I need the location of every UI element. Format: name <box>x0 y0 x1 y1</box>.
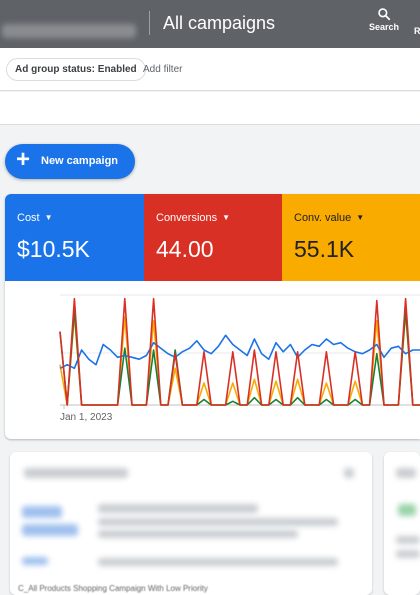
metric-cost-value: $10.5K <box>17 236 90 262</box>
plus-icon: + <box>16 146 31 173</box>
filter-bar: Ad group status: Enabled Add filter <box>0 48 420 91</box>
filter-chip-ad-group-status[interactable]: Ad group status: Enabled <box>6 58 146 81</box>
header-divider <box>149 11 150 35</box>
blurred-text-line <box>98 504 258 513</box>
chart-svg <box>59 294 420 409</box>
metric-conversions-value: 44.00 <box>156 236 214 262</box>
blurred-text-line <box>396 550 420 558</box>
metric-conversions-label: Conversions <box>156 212 218 224</box>
blurred-text-line <box>396 536 420 544</box>
search-label: Search <box>368 22 400 32</box>
metric-conversions-header: Conversions ▼ <box>156 212 230 224</box>
blurred-menu-dot <box>344 468 354 478</box>
new-campaign-label: New campaign <box>41 155 119 167</box>
conversions-series-line <box>59 297 420 406</box>
dropdown-caret-icon: ▼ <box>222 213 231 222</box>
toolbar-band <box>0 92 420 125</box>
search-button[interactable]: Search <box>364 5 404 41</box>
performance-chart-card: Cost ▼ $10.5K Conversions ▼ 44.00 Conv. va… <box>5 194 420 439</box>
metric-conv-value[interactable]: Conv. value ▼ 55.1K <box>282 194 420 281</box>
side-card-blurred <box>384 452 420 595</box>
blurred-link <box>22 557 48 565</box>
blurred-image <box>22 506 62 518</box>
dropdown-caret-icon: ▼ <box>44 213 53 222</box>
extra-series-line <box>59 308 420 406</box>
blurred-text-line <box>98 558 338 566</box>
recommendations-card-blurred <box>10 452 372 595</box>
x-axis-start-label: Jan 1, 2023 <box>60 412 113 423</box>
line-chart: Jan 1, 2023 <box>5 281 420 439</box>
metric-conv-value-header: Conv. value ▼ <box>294 212 364 224</box>
metric-conv-value-value: 55.1K <box>294 236 355 262</box>
account-name-blurred[interactable] <box>2 24 136 38</box>
blurred-text-line <box>98 530 298 538</box>
add-filter-button[interactable]: Add filter <box>143 64 183 75</box>
campaign-name-partial: C_All Products Shopping Campaign With Lo… <box>18 584 208 593</box>
blurred-image <box>22 524 78 536</box>
blurred-badge <box>398 504 416 516</box>
metric-cost[interactable]: Cost ▼ $10.5K <box>5 194 144 281</box>
metric-cost-label: Cost <box>17 212 40 224</box>
blurred-card-title <box>24 468 128 478</box>
top-app-bar: All campaigns Search R <box>0 0 420 48</box>
cost-series-line <box>59 334 420 370</box>
dropdown-caret-icon: ▼ <box>356 213 365 222</box>
reports-label-cut[interactable]: R <box>414 26 420 36</box>
blurred-text-line <box>98 518 338 526</box>
blurred-text-line <box>396 468 416 478</box>
conv-value-series-line <box>59 312 420 406</box>
search-icon <box>378 8 391 21</box>
new-campaign-button[interactable]: + New campaign <box>5 144 135 179</box>
metric-cost-header: Cost ▼ <box>17 212 53 224</box>
metric-conversions[interactable]: Conversions ▼ 44.00 <box>144 194 282 281</box>
page-title: All campaigns <box>163 13 276 33</box>
metric-conv-value-label: Conv. value <box>294 212 352 224</box>
